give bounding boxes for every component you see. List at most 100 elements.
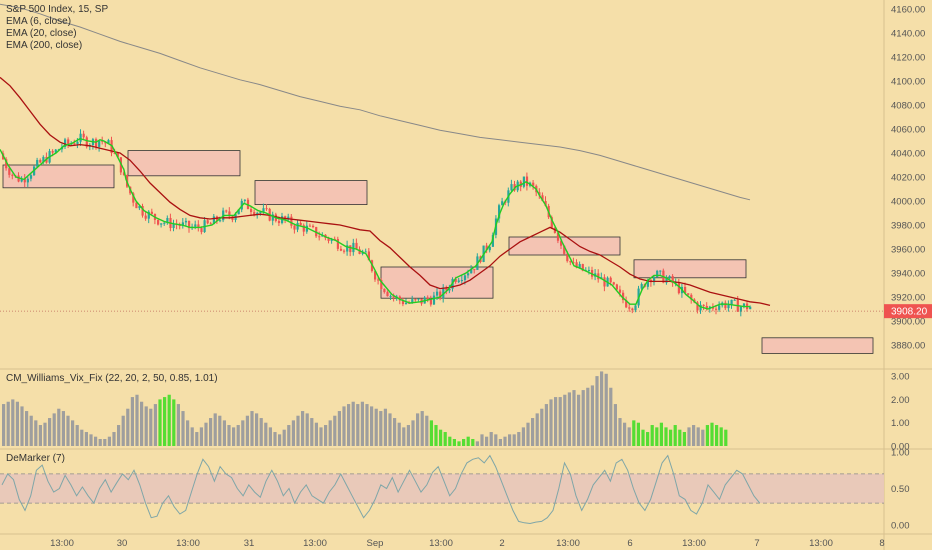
vix-bar <box>273 432 277 446</box>
vix-bar <box>503 436 507 446</box>
price-tick-label: 3900.00 <box>891 317 925 328</box>
vix-bar <box>600 371 604 446</box>
candle-body <box>572 262 575 264</box>
candle-body <box>485 245 488 251</box>
candle-body <box>749 306 752 310</box>
ema6-legend[interactable]: EMA (6, close) <box>6 16 72 27</box>
time-tick-label: 13:00 <box>303 538 327 549</box>
candle-body <box>392 295 395 298</box>
candle-body <box>733 299 736 301</box>
price-tick-label: 3880.00 <box>891 341 925 352</box>
vix-tick-label: 2.00 <box>891 395 910 406</box>
candle-body <box>628 307 631 309</box>
candle-body <box>219 220 222 222</box>
candle-body <box>23 178 26 183</box>
candle-body <box>225 210 228 212</box>
candle-body <box>603 277 606 287</box>
candle-body <box>742 303 746 307</box>
candle-body <box>690 294 693 300</box>
candle-body <box>470 269 473 274</box>
vix-bar <box>586 387 590 446</box>
time-tick-label: 13:00 <box>682 538 706 549</box>
ema20-legend[interactable]: EMA (20, close) <box>6 28 77 39</box>
vix-bar <box>402 427 406 446</box>
candle-body <box>262 208 265 212</box>
vix-bar <box>264 422 268 446</box>
price-pane[interactable] <box>0 3 884 354</box>
candle-body <box>727 304 730 309</box>
candle-body <box>122 172 126 175</box>
vix-legend[interactable]: CM_Williams_Vix_Fix (22, 20, 2, 50, 0.85… <box>6 373 218 384</box>
candle-body <box>612 282 615 285</box>
vix-bar <box>282 429 286 446</box>
vix-bar <box>457 441 461 446</box>
price-tick-label: 4000.00 <box>891 197 925 208</box>
candle-body <box>544 201 547 206</box>
price-tick-label: 4080.00 <box>891 101 925 112</box>
candle-body <box>116 153 119 158</box>
vix-bar <box>595 376 599 446</box>
ema200-legend[interactable]: EMA (200, close) <box>6 40 83 51</box>
vix-bar <box>199 427 203 446</box>
vix-bar <box>227 425 231 446</box>
price-tick-label: 4060.00 <box>891 125 925 136</box>
candle-body <box>653 277 656 283</box>
vix-bar <box>517 432 521 446</box>
vix-bar <box>480 434 484 446</box>
zone-rectangle <box>633 259 747 279</box>
demarker-pane[interactable] <box>0 454 884 525</box>
candle-body <box>687 293 690 295</box>
time-tick-label: 13:00 <box>50 538 74 549</box>
candle-body <box>386 292 389 297</box>
vix-bar <box>20 406 24 446</box>
vix-bar <box>167 394 171 446</box>
demarker-legend[interactable]: DeMarker (7) <box>6 453 65 464</box>
candle-body <box>312 225 315 228</box>
candle-body <box>29 175 33 179</box>
vix-bar <box>512 434 516 446</box>
vix-pane[interactable] <box>2 371 728 446</box>
candle-body <box>715 308 718 310</box>
candle-body <box>696 302 699 311</box>
candle-body <box>209 223 212 225</box>
vix-bar <box>393 418 397 446</box>
vix-bar <box>278 434 282 446</box>
vix-bar <box>572 390 576 446</box>
candle-body <box>243 199 246 201</box>
candle-body <box>67 139 70 145</box>
candle-body <box>299 222 302 226</box>
vix-bar <box>342 406 346 446</box>
vix-bar <box>581 390 585 446</box>
candle-body <box>454 278 457 282</box>
candle-body <box>79 133 82 142</box>
vix-bar <box>655 427 659 446</box>
candle-body <box>417 298 420 300</box>
candle-body <box>609 277 612 283</box>
candle-body <box>172 224 175 229</box>
candle-body <box>550 217 553 228</box>
candle-body <box>541 195 544 202</box>
vix-bar <box>144 406 148 446</box>
vix-bar <box>25 411 29 446</box>
ema6-line <box>0 137 750 310</box>
candle-body <box>271 214 274 221</box>
vix-bar <box>186 420 190 446</box>
symbol-title[interactable]: S&P 500 Index, 15, SP <box>6 4 109 15</box>
candle-body <box>355 242 358 250</box>
candle-body <box>429 299 432 305</box>
candle-body <box>532 182 535 186</box>
candle-body <box>36 159 39 167</box>
candle-body <box>432 295 436 305</box>
vix-bar <box>218 415 222 446</box>
candle-body <box>339 248 343 251</box>
vix-bar <box>305 413 309 446</box>
vix-bar <box>710 422 714 446</box>
vix-bar <box>590 385 594 446</box>
vix-bar <box>149 408 153 446</box>
vix-bar <box>448 436 452 446</box>
candle-body <box>98 140 101 147</box>
vix-bar <box>498 439 502 446</box>
candle-body <box>684 286 687 294</box>
candle-body <box>618 289 622 293</box>
